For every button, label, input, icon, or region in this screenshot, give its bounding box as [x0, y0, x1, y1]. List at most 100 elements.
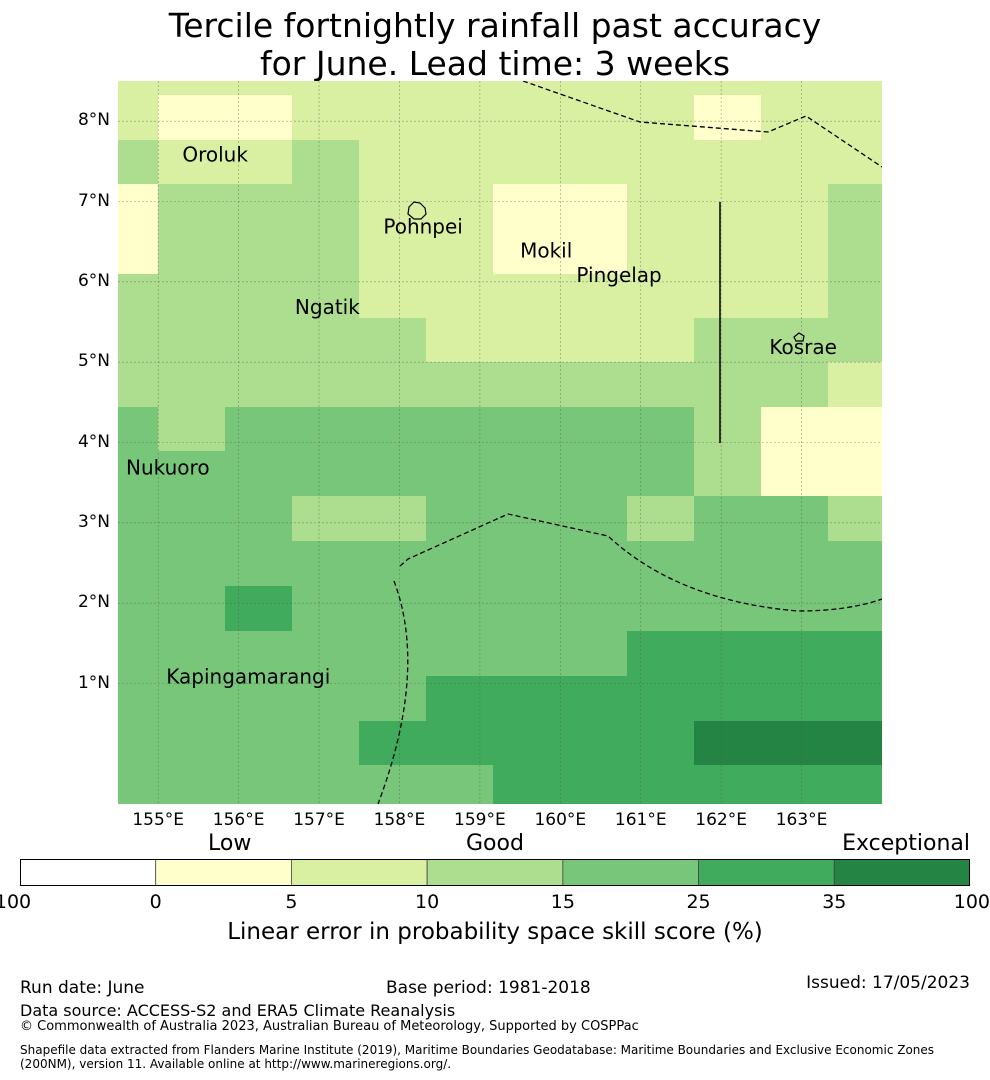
grid-cell [560, 451, 628, 497]
grid-cell [694, 631, 762, 677]
grid-cell [828, 407, 882, 452]
grid-cell [225, 95, 293, 141]
grid-cell [828, 95, 882, 141]
grid-cell [359, 765, 427, 804]
grid-cell [560, 631, 628, 677]
grid-cell [118, 631, 159, 677]
latitude-tick-label: 2°N [77, 592, 110, 613]
grid-cell [761, 140, 829, 185]
grid-cell [359, 541, 427, 587]
grid-cell [292, 496, 360, 542]
grid-cell [560, 496, 628, 542]
issued-date: Issued: 17/05/2023 [806, 973, 970, 993]
grid-cell [359, 274, 427, 319]
grid-cell [158, 496, 226, 542]
latitude-tick-label: 5°N [77, 351, 110, 372]
grid-cell [225, 451, 293, 497]
grid-cell [158, 586, 226, 632]
colorbar-tick-label: 25 [686, 891, 711, 913]
grid-cell [694, 407, 762, 452]
grid-cell [828, 676, 882, 722]
grid-cell [828, 541, 882, 587]
place-label: Kapingamarangi [166, 665, 330, 689]
grid-cell [560, 586, 628, 632]
grid-cell [292, 318, 360, 363]
grid-cell [158, 631, 226, 677]
grid-cell [158, 451, 226, 497]
map-title-line-2: for June. Lead time: 3 weeks [259, 44, 731, 83]
grid-cell [118, 184, 159, 275]
grid-cell [761, 318, 829, 363]
grid-cell [493, 765, 561, 804]
data-source: Data source: ACCESS-S2 and ERA5 Climate … [20, 1001, 456, 1020]
latitude-tick-label: 7°N [77, 190, 110, 211]
grid-cell [426, 318, 494, 363]
grid-cell [359, 362, 427, 408]
grid-cell [118, 586, 159, 632]
grid-cell [694, 676, 762, 722]
pohnpei-island-outline [407, 201, 427, 220]
grid-cell [292, 95, 360, 141]
colorbar-category-label: Good [466, 831, 524, 856]
map-title-line-1: Tercile fortnightly rainfall past accura… [168, 6, 822, 45]
place-label: Nukuoro [126, 456, 210, 480]
grid-cell [627, 631, 695, 677]
colorbar-segment [155, 859, 292, 886]
run-date: Run date: June [20, 978, 145, 998]
copyright-notice: © Commonwealth of Australia 2023, Austra… [20, 1019, 639, 1034]
shapefile-credit-line-1: Shapefile data extracted from Flanders M… [20, 1043, 935, 1057]
grid-cell [560, 140, 628, 185]
grid-cell [359, 318, 427, 363]
grid-cell [225, 586, 293, 632]
grid-cell [292, 721, 360, 766]
grid-cell [158, 81, 226, 96]
grid-cell [560, 184, 628, 275]
grid-cell [694, 721, 762, 766]
grid-cell [225, 407, 293, 452]
longitude-tick-label: 155°E [132, 810, 185, 830]
grid-cell [426, 586, 494, 632]
grid-cell [627, 407, 695, 452]
grid-cell [761, 586, 829, 632]
grid-cell [225, 81, 293, 96]
colorbar-segment [698, 859, 835, 886]
grid-cell [493, 140, 561, 185]
longitude-tick-label: 159°E [454, 810, 506, 830]
place-label: Kosrae [769, 335, 837, 359]
grid-cell [225, 721, 293, 766]
grid-cell [761, 451, 829, 497]
grid-cell [225, 496, 293, 542]
colorbar-tick-label: -100 [0, 891, 32, 913]
grid-cell [761, 676, 829, 722]
grid-cell [118, 274, 159, 319]
grid-cell [694, 451, 762, 497]
grid-cell [118, 407, 159, 452]
grid-cell [158, 184, 226, 275]
grid-cell [359, 95, 427, 141]
grid-cell [493, 721, 561, 766]
grid-cell [118, 81, 159, 96]
grid-cell [694, 81, 762, 96]
grid-cell [292, 631, 360, 677]
grid-cell [627, 451, 695, 497]
colorbar-category-label: Low [208, 831, 252, 856]
grid-cell [694, 95, 762, 141]
maritime-boundaries [377, 81, 882, 804]
grid-cell [359, 496, 427, 542]
grid-cell [761, 721, 829, 766]
grid-cell [493, 541, 561, 587]
grid-cell [493, 407, 561, 452]
colorbar-tick-label: 0 [149, 891, 162, 913]
grid-cell [292, 451, 360, 497]
longitude-tick-label: 157°E [293, 810, 345, 830]
grid-cell [118, 765, 159, 804]
grid-cell [359, 451, 427, 497]
eez-boundary-west [377, 580, 409, 804]
colorbar-segment [833, 859, 970, 886]
grid-cell [694, 541, 762, 587]
grid-cell [158, 140, 226, 185]
grid-cell [493, 184, 561, 275]
grid-cell [627, 721, 695, 766]
grid-cell [225, 541, 293, 587]
grid-cell [828, 586, 882, 632]
